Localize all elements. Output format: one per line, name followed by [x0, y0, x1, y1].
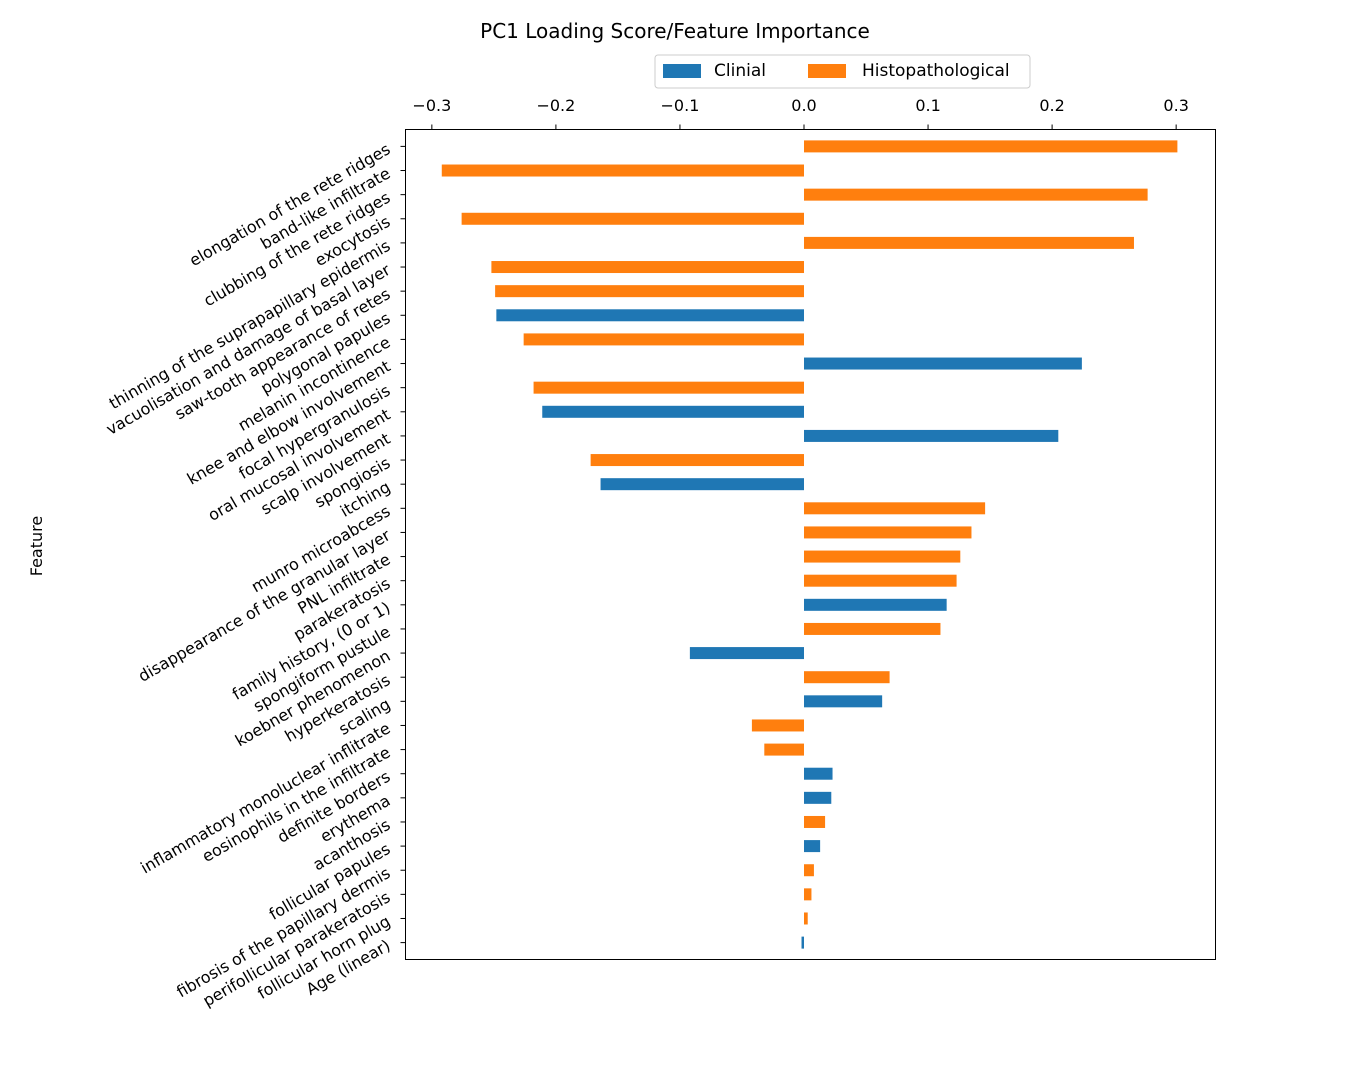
x-tick-label: 0.1 [915, 96, 940, 115]
bar-vacuolisation-and-damage-of-basal-layer [491, 261, 804, 274]
bar-band-like-infiltrate [441, 164, 804, 177]
bar-melanin-incontinence [523, 333, 804, 346]
x-tick-label: −0.1 [661, 96, 700, 115]
bars-group [441, 140, 1178, 949]
bar-inflammatory-monoluclear-inflitrate [751, 719, 804, 732]
bar-thinning-of-the-suprapapillary-epidermis [804, 236, 1134, 249]
bar-disappearance-of-the-granular-layer [804, 526, 972, 539]
bar-parakeratosis [804, 574, 957, 587]
bar-perifollicular-parakeratosis [804, 888, 812, 901]
legend-swatch-histopathological [808, 64, 846, 78]
bar-elongation-of-the-rete-ridges [804, 140, 1178, 153]
legend-swatch-clinial [663, 64, 701, 78]
bar-polygonal-papules [496, 309, 804, 322]
bar-acanthosis [804, 815, 826, 828]
bar-exocytosis [461, 212, 804, 225]
bar-eosinophils-in-the-infiltrate [764, 743, 804, 756]
chart-title: PC1 Loading Score/Feature Importance [480, 19, 870, 43]
x-tick-label: −0.2 [536, 96, 575, 115]
legend-label-histopathological: Histopathological [862, 61, 1010, 81]
bar-clubbing-of-the-rete-ridges [804, 188, 1148, 201]
x-tick-label: 0.3 [1163, 96, 1188, 115]
bar-fibrosis-of-the-papillary-dermis [804, 864, 814, 877]
bar-follicular-papules [804, 840, 821, 853]
bar-oral-mucosal-involvement [542, 405, 804, 418]
x-axis-ticks: −0.3 −0.2 −0.1 0.0 0.1 0.2 0.3 [412, 96, 1189, 130]
bar-scalp-involvement [804, 429, 1059, 442]
y-axis-label: Feature [27, 516, 46, 576]
bar-definite-borders [804, 767, 833, 780]
legend: Clinial Histopathological [654, 54, 1031, 89]
bar-erythema [804, 791, 832, 804]
bar-saw-tooth-appearance-of-retes [495, 285, 804, 298]
x-tick-label: 0.2 [1039, 96, 1064, 115]
bar-age-linear [801, 936, 804, 949]
legend-label-clinial: Clinial [714, 61, 766, 81]
bar-munro-microabcess [804, 502, 986, 515]
bar-follicular-horn-plug [804, 912, 808, 925]
bar-pnl-infiltrate [804, 550, 961, 563]
bar-scaling [804, 695, 883, 708]
plot-frame [405, 129, 1216, 960]
bar-hyperkeratosis [804, 671, 890, 684]
x-tick-label: −0.3 [412, 96, 451, 115]
bar-spongiosis [590, 454, 804, 467]
plot-area: −0.3 −0.2 −0.1 0.0 0.1 0.2 0.3 elongation of t… [103, 96, 1216, 1010]
bar-family-history-0-or-1 [804, 598, 947, 611]
bar-koebner-phenomenon [689, 647, 804, 660]
bar-itching [600, 478, 804, 491]
bar-focal-hypergranulosis [533, 381, 804, 394]
bar-spongiform-pustule [804, 622, 941, 635]
bar-knee-and-elbow-involvement [804, 357, 1082, 370]
x-tick-label: 0.0 [791, 96, 816, 115]
